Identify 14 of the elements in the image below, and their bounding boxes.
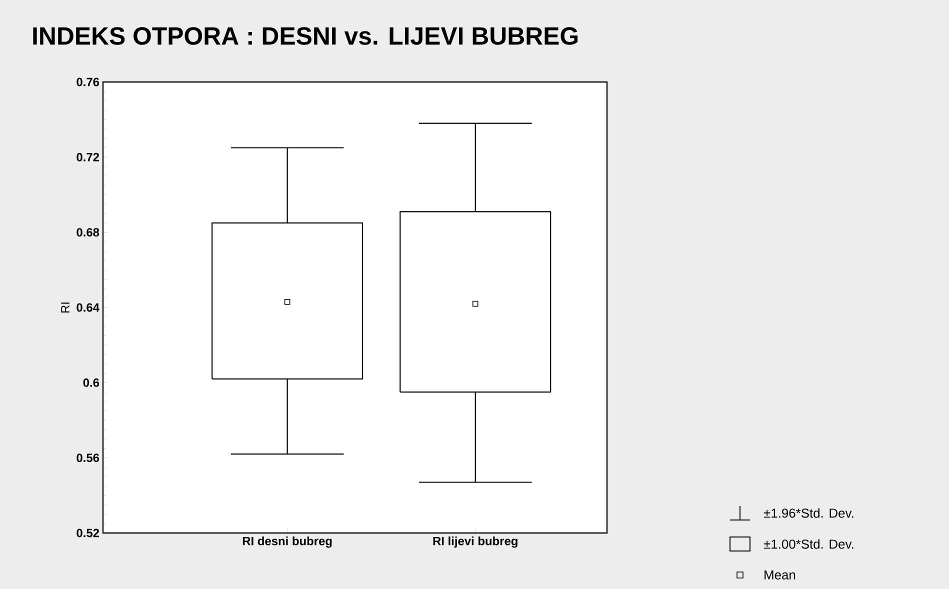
x-tick-label: RI desni bubreg: [242, 536, 332, 548]
y-tick-label: 0.64: [76, 303, 100, 312]
y-tick-label: 0.76: [76, 78, 100, 86]
text: ±1.00*Std. Dev.: [764, 539, 854, 549]
x-tick-label: RI lijevi bubreg: [433, 536, 518, 548]
text: ±1.96*Std. Dev.: [764, 508, 854, 518]
y-tick-label: 0.6: [83, 378, 100, 387]
y-axis-title: RI: [61, 302, 70, 312]
text: Mean: [764, 570, 796, 580]
y-tick-label: 0.52: [76, 528, 100, 538]
y-tick-label: 0.68: [76, 228, 100, 237]
chart-title: INDEKS OTPORA : DESNI vs. LIJEVI BUBREG: [33, 27, 578, 45]
y-tick-label: 0.56: [76, 454, 100, 462]
y-tick-label: 0.72: [76, 152, 100, 162]
